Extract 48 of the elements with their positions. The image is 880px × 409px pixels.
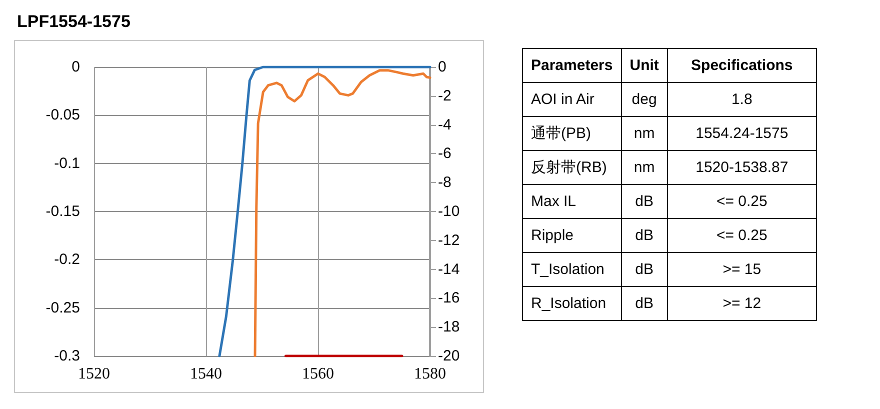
text: nm xyxy=(634,159,655,176)
category-label: Unit xyxy=(621,48,668,82)
text: 1.8 xyxy=(731,91,752,108)
y-tick-label: -0.1 xyxy=(54,154,80,172)
text: <= 0.25 xyxy=(716,193,768,210)
x-tick-label: 1560 xyxy=(302,366,334,382)
text: 反射带(RB) xyxy=(531,159,607,176)
x-tick-label: 1540 xyxy=(190,366,222,382)
y2-tick-label: -4 xyxy=(438,116,452,134)
y2-tick-label: -8 xyxy=(438,174,452,192)
text: Ripple xyxy=(531,227,574,244)
text: 通带(PB) xyxy=(531,125,591,142)
y-tick-label: -0.2 xyxy=(54,251,80,268)
x-tick-label: 1520 xyxy=(78,366,110,382)
y2-tick-label: -2 xyxy=(438,87,452,104)
y-tick-label: -0.25 xyxy=(46,299,80,316)
text: dB xyxy=(635,227,654,244)
text: >= 15 xyxy=(722,261,762,278)
y-tick-label: -0.3 xyxy=(54,348,80,364)
text: deg xyxy=(632,91,657,108)
text: nm xyxy=(634,125,655,142)
text: dB xyxy=(635,193,654,210)
category-label: Parameters xyxy=(522,48,622,82)
text: R_Isolation xyxy=(531,295,606,312)
text: 1520-1538.87 xyxy=(696,159,788,176)
y2-tick-label: -18 xyxy=(438,318,460,336)
text: dB xyxy=(635,261,654,278)
chart-title: LPF1554-1575 xyxy=(17,12,130,31)
y2-tick-label: -10 xyxy=(438,203,460,220)
text: <= 0.25 xyxy=(716,227,768,244)
text: AOI in Air xyxy=(531,91,594,108)
y2-tick-label: 0 xyxy=(438,58,446,76)
text: 1554.24-1575 xyxy=(696,125,788,142)
text: dB xyxy=(635,295,654,312)
y-tick-label: 0 xyxy=(72,58,80,76)
category-label: Specifications xyxy=(667,48,816,82)
x-tick-label: 1580 xyxy=(414,366,446,382)
y2-tick-label: -6 xyxy=(438,145,452,162)
y2-tick-label: -14 xyxy=(438,260,460,278)
y-tick-label: -0.05 xyxy=(46,106,80,124)
y-tick-label: -0.15 xyxy=(46,203,80,220)
line-series xyxy=(254,69,432,358)
text: Max IL xyxy=(531,193,576,210)
text: >= 12 xyxy=(722,295,762,312)
y2-tick-label: -20 xyxy=(438,348,460,364)
y2-tick-label: -16 xyxy=(438,290,460,307)
text: T_Isolation xyxy=(531,261,604,278)
y2-tick-label: -12 xyxy=(438,232,460,249)
